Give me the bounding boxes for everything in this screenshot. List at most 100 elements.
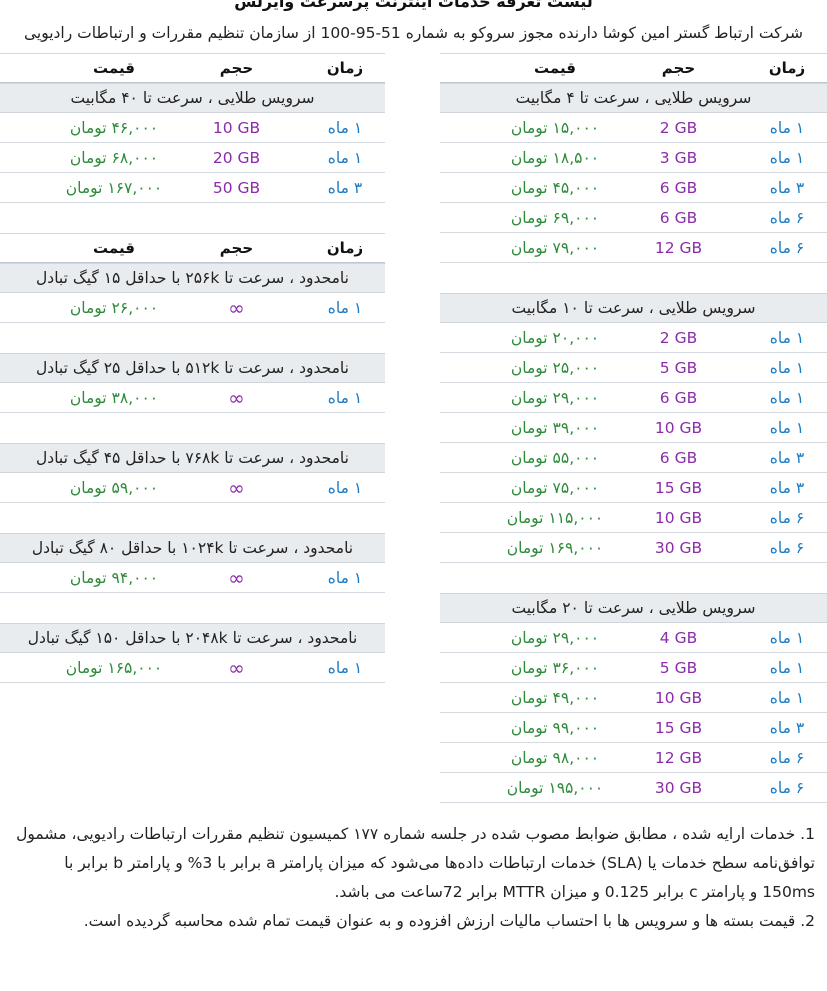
row-time: ۶ ماه <box>769 508 805 527</box>
row-time: ۱ ماه <box>769 688 805 707</box>
row-volume: 30 GB <box>654 778 703 797</box>
table-row: ۱ ماه 20 GB ۶۸,۰۰۰ تومان <box>0 143 385 173</box>
row-price: ۳۶,۰۰۰ تومان <box>510 658 600 677</box>
row-volume: 6 GB <box>659 208 698 227</box>
spacer <box>0 413 385 443</box>
table-row: ۱ ماه 10 GB ۳۹,۰۰۰ تومان <box>440 413 827 443</box>
infinity-icon: ∞ <box>228 295 245 320</box>
row-volume: 6 GB <box>659 388 698 407</box>
table-row: ۳ ماه 15 GB ۷۵,۰۰۰ تومان <box>440 473 827 503</box>
row-time: ۱ ماه <box>769 148 805 167</box>
section-title: سرویس طلایی ، سرعت تا ۲۰ مگابیت <box>440 593 827 623</box>
table-row: ۱ ماه 5 GB ۲۵,۰۰۰ تومان <box>440 353 827 383</box>
table-header: زمان حجم قیمت <box>0 233 385 263</box>
row-time: ۶ ماه <box>769 748 805 767</box>
table-row: ۳ ماه 50 GB ۱۶۷,۰۰۰ تومان <box>0 173 385 203</box>
section-title: نامحدود ، سرعت تا ۲۵۶k با حداقل ۱۵ گیگ ت… <box>0 263 385 293</box>
footnote-1: 1. خدمات ارایه شده ، مطابق ضوابط مصوب شد… <box>16 825 815 901</box>
spacer <box>440 563 827 593</box>
row-time: ۱ ماه <box>327 658 363 677</box>
header-volume: حجم <box>219 59 254 77</box>
header-time: زمان <box>326 239 364 257</box>
table-row: ۶ ماه 12 GB ۹۸,۰۰۰ تومان <box>440 743 827 773</box>
row-price: ۴۵,۰۰۰ تومان <box>510 178 600 197</box>
row-price: ۲۶,۰۰۰ تومان <box>69 298 159 317</box>
section-title: نامحدود ، سرعت تا ۲۰۴۸k با حداقل ۱۵۰ گیگ… <box>0 623 385 653</box>
row-time: ۱ ماه <box>769 418 805 437</box>
row-time: ۱ ماه <box>327 118 363 137</box>
row-price: ۵۹,۰۰۰ تومان <box>69 478 159 497</box>
row-time: ۱ ماه <box>327 148 363 167</box>
row-time: ۶ ماه <box>769 538 805 557</box>
row-price: ۱۸,۵۰۰ تومان <box>510 148 600 167</box>
spacer <box>0 203 385 233</box>
infinity-icon: ∞ <box>228 385 245 410</box>
row-time: ۱ ماه <box>769 328 805 347</box>
infinity-icon: ∞ <box>228 655 245 680</box>
section-title: سرویس طلایی ، سرعت تا ۴۰ مگابیت <box>0 83 385 113</box>
row-price: ۲۹,۰۰۰ تومان <box>510 388 600 407</box>
row-volume: 5 GB <box>659 658 698 677</box>
left-price-table: زمان حجم قیمت سرویس طلایی ، سرعت تا ۴۰ م… <box>0 53 385 683</box>
row-volume: 10 GB <box>654 418 703 437</box>
row-time: ۱ ماه <box>327 388 363 407</box>
row-volume: 2 GB <box>659 118 698 137</box>
section-title: نامحدود ، سرعت تا ۷۶۸k با حداقل ۴۵ گیگ ت… <box>0 443 385 473</box>
spacer <box>0 503 385 533</box>
row-price: ۳۹,۰۰۰ تومان <box>510 418 600 437</box>
row-time: ۱ ماه <box>327 478 363 497</box>
row-volume: 10 GB <box>212 118 261 137</box>
table-row: ۱ ماه 6 GB ۲۹,۰۰۰ تومان <box>440 383 827 413</box>
footnotes: 1. خدمات ارایه شده ، مطابق ضوابط مصوب شد… <box>10 820 815 936</box>
row-price: ۹۸,۰۰۰ تومان <box>510 748 600 767</box>
table-row: ۳ ماه 6 GB ۵۵,۰۰۰ تومان <box>440 443 827 473</box>
row-price: ۱۱۵,۰۰۰ تومان <box>506 508 604 527</box>
section-title: سرویس طلایی ، سرعت تا ۱۰ مگابیت <box>440 293 827 323</box>
row-time: ۱ ماه <box>769 388 805 407</box>
row-time: ۳ ماه <box>327 178 363 197</box>
row-time: ۳ ماه <box>769 178 805 197</box>
row-price: ۴۹,۰۰۰ تومان <box>510 688 600 707</box>
right-price-table: زمان حجم قیمت سرویس طلایی ، سرعت تا ۴ مگ… <box>440 53 827 803</box>
row-price: ۱۹۵,۰۰۰ تومان <box>506 778 604 797</box>
row-volume: 5 GB <box>659 358 698 377</box>
table-row: ۱ ماه 4 GB ۲۹,۰۰۰ تومان <box>440 623 827 653</box>
header-volume: حجم <box>219 239 254 257</box>
table-row: ۶ ماه 30 GB ۱۹۵,۰۰۰ تومان <box>440 773 827 803</box>
section-title: نامحدود ، سرعت تا ۱۰۲۴k با حداقل ۸۰ گیگ … <box>0 533 385 563</box>
footnote-2: 2. قیمت بسته ها و سرویس ها با احتساب مال… <box>83 912 815 930</box>
row-price: ۴۶,۰۰۰ تومان <box>69 118 159 137</box>
header-time: زمان <box>326 59 364 77</box>
table-row: ۱ ماه 3 GB ۱۸,۵۰۰ تومان <box>440 143 827 173</box>
spacer <box>440 263 827 293</box>
row-price: ۹۹,۰۰۰ تومان <box>510 718 600 737</box>
row-price: ۷۵,۰۰۰ تومان <box>510 478 600 497</box>
table-row: ۱ ماه 2 GB ۱۵,۰۰۰ تومان <box>440 113 827 143</box>
row-price: ۱۶۵,۰۰۰ تومان <box>65 658 163 677</box>
spacer <box>0 593 385 623</box>
row-volume: 15 GB <box>654 478 703 497</box>
table-row: ۱ ماه ∞ ۳۸,۰۰۰ تومان <box>0 383 385 413</box>
row-price: ۲۰,۰۰۰ تومان <box>510 328 600 347</box>
row-volume: 3 GB <box>659 148 698 167</box>
row-time: ۶ ماه <box>769 208 805 227</box>
table-row: ۳ ماه 6 GB ۴۵,۰۰۰ تومان <box>440 173 827 203</box>
row-price: ۱۵,۰۰۰ تومان <box>510 118 600 137</box>
spacer <box>0 323 385 353</box>
row-time: ۳ ماه <box>769 718 805 737</box>
row-time: ۱ ماه <box>769 118 805 137</box>
row-price: ۲۵,۰۰۰ تومان <box>510 358 600 377</box>
table-header: زمان حجم قیمت <box>0 53 385 83</box>
row-volume: 15 GB <box>654 718 703 737</box>
row-time: ۶ ماه <box>769 778 805 797</box>
table-row: ۱ ماه ∞ ۲۶,۰۰۰ تومان <box>0 293 385 323</box>
header-price: قیمت <box>93 59 135 77</box>
row-volume: 10 GB <box>654 688 703 707</box>
table-row: ۱ ماه ∞ ۹۴,۰۰۰ تومان <box>0 563 385 593</box>
row-volume: 50 GB <box>212 178 261 197</box>
row-time: ۳ ماه <box>769 448 805 467</box>
table-row: ۱ ماه 10 GB ۴۶,۰۰۰ تومان <box>0 113 385 143</box>
table-row: ۶ ماه 12 GB ۷۹,۰۰۰ تومان <box>440 233 827 263</box>
header-volume: حجم <box>661 59 696 77</box>
table-row: ۱ ماه 10 GB ۴۹,۰۰۰ تومان <box>440 683 827 713</box>
